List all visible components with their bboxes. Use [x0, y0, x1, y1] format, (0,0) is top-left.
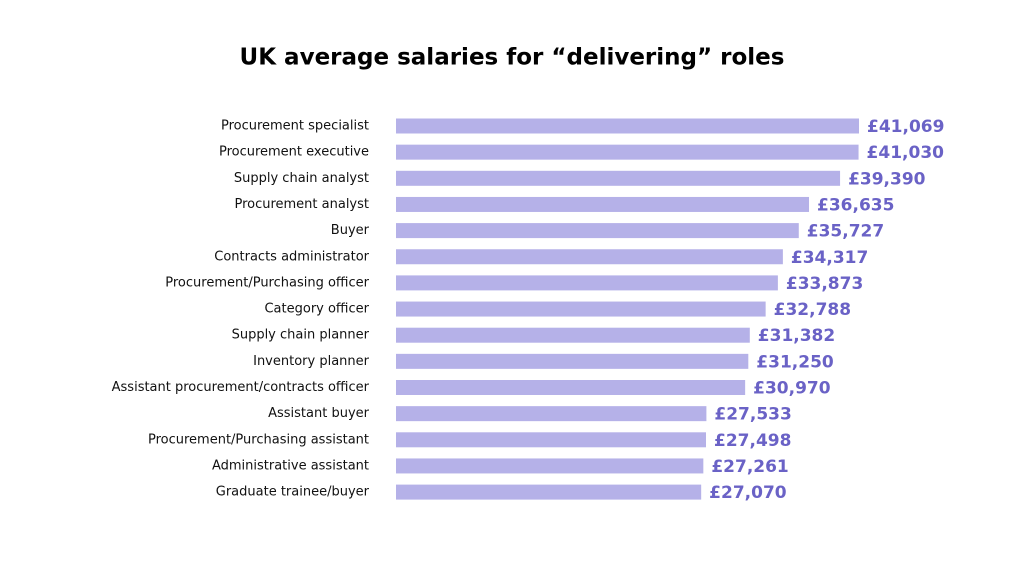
category-label: Procurement/Purchasing officer: [165, 275, 369, 290]
bar: [396, 432, 707, 448]
category-label: Contracts administrator: [214, 249, 369, 264]
bar: [396, 484, 702, 500]
bar: [396, 196, 810, 212]
value-label: £33,873: [786, 274, 863, 294]
category-label: Procurement/Purchasing assistant: [148, 432, 369, 447]
bar: [396, 144, 859, 160]
category-label: Procurement executive: [219, 145, 369, 160]
value-label: £27,533: [714, 405, 791, 425]
category-label: Graduate trainee/buyer: [216, 485, 370, 500]
bar: [396, 301, 766, 317]
category-label: Procurement specialist: [221, 119, 369, 134]
value-label: £30,970: [753, 379, 831, 399]
category-label: Category officer: [264, 302, 369, 317]
value-label: £36,635: [817, 195, 894, 215]
category-label: Procurement analyst: [234, 197, 369, 212]
category-label: Supply chain analyst: [234, 171, 369, 186]
category-label: Inventory planner: [253, 354, 370, 369]
category-label: Assistant buyer: [268, 406, 370, 421]
value-label: £35,727: [807, 222, 884, 242]
value-label: £31,250: [756, 352, 834, 372]
value-label: £27,070: [709, 483, 787, 503]
value-label: £39,390: [848, 169, 926, 189]
bar: [396, 380, 746, 395]
value-label: £27,261: [711, 457, 788, 477]
category-label: Buyer: [331, 223, 370, 238]
value-label: £31,382: [758, 326, 835, 346]
bar: [396, 223, 799, 239]
bar: [396, 118, 859, 134]
value-label: £41,030: [867, 143, 945, 163]
category-label: Supply chain planner: [232, 328, 370, 343]
value-label: £32,788: [774, 300, 851, 320]
bar: [396, 275, 778, 291]
value-label: £34,317: [791, 248, 868, 268]
bar: [396, 327, 750, 343]
bar: [396, 406, 707, 422]
bar: [396, 353, 749, 369]
value-label: £41,069: [867, 117, 944, 137]
bar: [396, 458, 704, 474]
category-label: Administrative assistant: [212, 458, 369, 473]
bar: [396, 249, 783, 265]
chart-title: UK average salaries for “delivering” rol…: [240, 45, 785, 71]
value-label: £27,498: [714, 431, 791, 451]
bar: [396, 170, 841, 186]
category-label: Assistant procurement/contracts officer: [112, 380, 370, 395]
